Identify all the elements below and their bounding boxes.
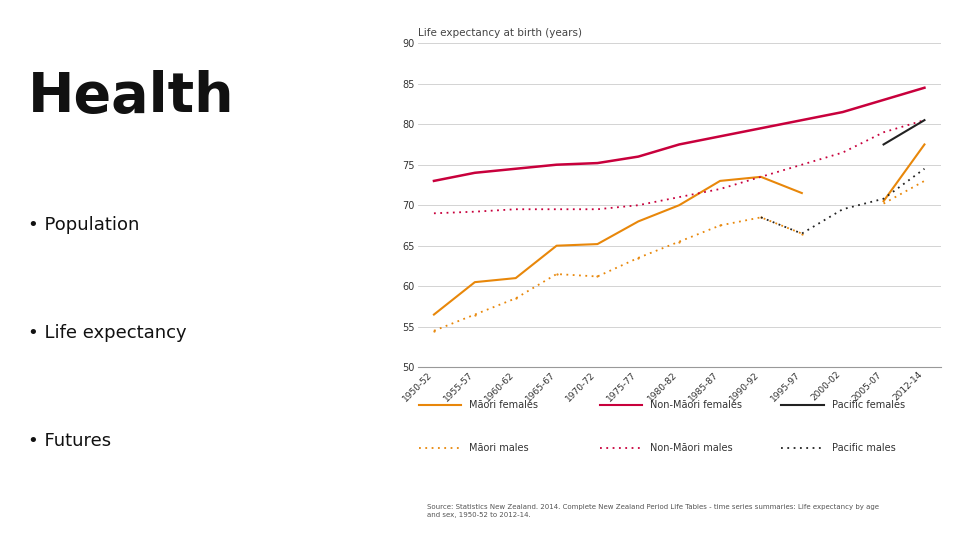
Text: Non-Māori females: Non-Māori females xyxy=(651,400,742,410)
Text: Life expectancy at birth (years): Life expectancy at birth (years) xyxy=(418,28,582,38)
Text: • Population: • Population xyxy=(28,216,139,234)
Text: Pacific males: Pacific males xyxy=(831,443,896,453)
Text: • Futures: • Futures xyxy=(28,432,111,450)
Text: Māori males: Māori males xyxy=(469,443,529,453)
Text: Pacific females: Pacific females xyxy=(831,400,904,410)
Text: Non-Māori males: Non-Māori males xyxy=(651,443,733,453)
Text: Māori females: Māori females xyxy=(469,400,539,410)
Text: Health: Health xyxy=(28,70,235,124)
Text: • Life expectancy: • Life expectancy xyxy=(28,324,187,342)
Text: Source: Statistics New Zealand. 2014. Complete New Zealand Period Life Tables - : Source: Statistics New Zealand. 2014. Co… xyxy=(427,504,879,518)
